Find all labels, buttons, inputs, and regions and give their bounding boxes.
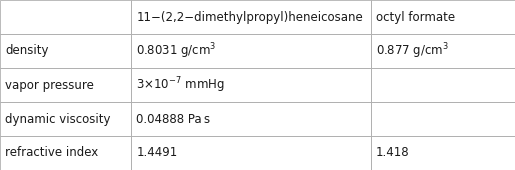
Bar [371, 102, 515, 136]
Text: 0.877 g/cm$^3$: 0.877 g/cm$^3$ [376, 41, 449, 61]
Bar [0, 0, 131, 34]
Bar [371, 68, 515, 102]
Bar [0, 102, 131, 136]
Text: $3{\times}10^{-7}$ mmHg: $3{\times}10^{-7}$ mmHg [136, 75, 225, 95]
Text: 1.418: 1.418 [376, 147, 409, 159]
Bar [131, 0, 371, 34]
Text: density: density [5, 45, 48, 57]
Text: octyl formate: octyl formate [376, 11, 455, 23]
Text: refractive index: refractive index [5, 147, 98, 159]
Bar [371, 34, 515, 68]
Bar [0, 136, 131, 170]
Text: 0.8031 g/cm$^3$: 0.8031 g/cm$^3$ [136, 41, 217, 61]
Bar [0, 68, 131, 102]
Text: 1.4491: 1.4491 [136, 147, 178, 159]
Bar [0, 34, 131, 68]
Text: vapor pressure: vapor pressure [5, 79, 94, 91]
Bar [371, 0, 515, 34]
Text: dynamic viscosity: dynamic viscosity [5, 113, 111, 125]
Bar [371, 136, 515, 170]
Bar [131, 136, 371, 170]
Bar [131, 68, 371, 102]
Bar [131, 102, 371, 136]
Bar [131, 34, 371, 68]
Text: 0.04888 Pa s: 0.04888 Pa s [136, 113, 211, 125]
Text: 11−(2,2−dimethylpropyl)heneicosane: 11−(2,2−dimethylpropyl)heneicosane [136, 11, 363, 23]
